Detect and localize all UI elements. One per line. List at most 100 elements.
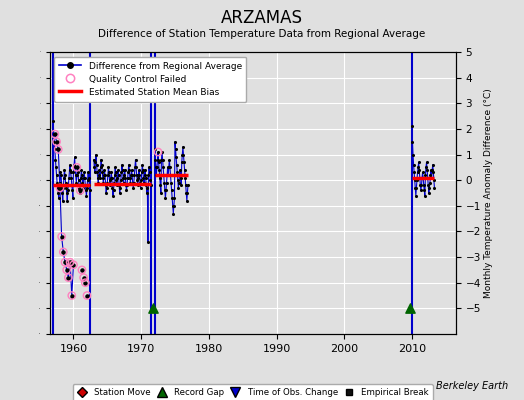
Point — [58, 233, 66, 240]
Point — [153, 164, 161, 170]
Point — [54, 190, 62, 196]
Point — [150, 146, 159, 153]
Point — [93, 169, 101, 176]
Point — [106, 174, 115, 181]
Point — [112, 169, 120, 176]
Point — [423, 167, 431, 173]
Point — [165, 156, 173, 163]
Point — [139, 167, 147, 173]
Point — [146, 169, 154, 176]
Point — [92, 151, 100, 158]
Point — [118, 167, 127, 173]
Point — [171, 146, 180, 153]
Point — [168, 195, 177, 201]
Point — [121, 174, 129, 181]
Point — [58, 190, 67, 196]
Point — [90, 164, 99, 170]
Point — [418, 169, 427, 176]
Point — [79, 185, 88, 191]
Point — [406, 305, 414, 312]
Point — [68, 292, 76, 299]
Point — [157, 190, 165, 196]
Point — [420, 187, 429, 194]
Point — [157, 156, 166, 163]
Point — [107, 174, 116, 181]
Point — [163, 164, 172, 170]
Point — [70, 162, 78, 168]
Point — [144, 238, 152, 245]
Point — [169, 203, 177, 209]
Point — [115, 182, 123, 188]
Point — [122, 182, 130, 188]
Point — [80, 274, 88, 281]
Point — [155, 167, 163, 173]
Point — [176, 172, 184, 178]
Point — [102, 190, 111, 196]
Point — [75, 190, 84, 196]
Point — [413, 169, 422, 176]
Point — [64, 274, 73, 281]
Point — [60, 174, 68, 181]
Point — [110, 187, 118, 194]
Point — [121, 167, 129, 173]
Point — [158, 149, 166, 155]
Point — [155, 159, 163, 166]
Text: Berkeley Earth: Berkeley Earth — [436, 381, 508, 391]
Point — [408, 123, 416, 130]
Point — [116, 185, 125, 191]
Point — [100, 167, 108, 173]
Text: Difference of Station Temperature Data from Regional Average: Difference of Station Temperature Data f… — [99, 29, 425, 39]
Point — [78, 172, 86, 178]
Point — [136, 180, 144, 186]
Point — [70, 154, 79, 160]
Point — [120, 172, 128, 178]
Point — [137, 177, 145, 183]
Point — [138, 162, 147, 168]
Point — [161, 187, 169, 194]
Point — [103, 180, 112, 186]
Point — [177, 174, 185, 181]
Point — [75, 185, 83, 191]
Point — [418, 174, 426, 181]
Point — [66, 259, 74, 266]
Point — [59, 185, 68, 191]
Point — [430, 185, 439, 191]
Point — [85, 187, 94, 194]
Point — [174, 185, 182, 191]
Point — [56, 185, 64, 191]
Point — [183, 190, 192, 196]
Point — [147, 182, 155, 188]
Point — [182, 190, 190, 196]
Point — [169, 210, 178, 217]
Point — [102, 182, 110, 188]
Point — [420, 182, 428, 188]
Point — [83, 177, 92, 183]
Point — [172, 154, 180, 160]
Point — [97, 162, 106, 168]
Point — [156, 182, 165, 188]
Point — [98, 169, 106, 176]
Point — [126, 180, 135, 186]
Point — [65, 174, 73, 181]
Point — [66, 167, 74, 173]
Point — [184, 182, 192, 188]
Point — [94, 180, 103, 186]
Point — [53, 185, 62, 191]
Point — [136, 185, 145, 191]
Point — [76, 187, 84, 194]
Point — [428, 167, 436, 173]
Point — [414, 159, 423, 166]
Point — [412, 185, 421, 191]
Point — [61, 259, 69, 266]
Point — [73, 164, 81, 170]
Point — [421, 172, 430, 178]
Point — [429, 169, 438, 176]
Point — [81, 280, 90, 286]
Point — [95, 172, 103, 178]
Point — [74, 177, 83, 183]
Point — [181, 174, 189, 181]
Point — [109, 192, 117, 199]
Point — [183, 198, 191, 204]
Point — [134, 182, 142, 188]
Point — [66, 259, 74, 266]
